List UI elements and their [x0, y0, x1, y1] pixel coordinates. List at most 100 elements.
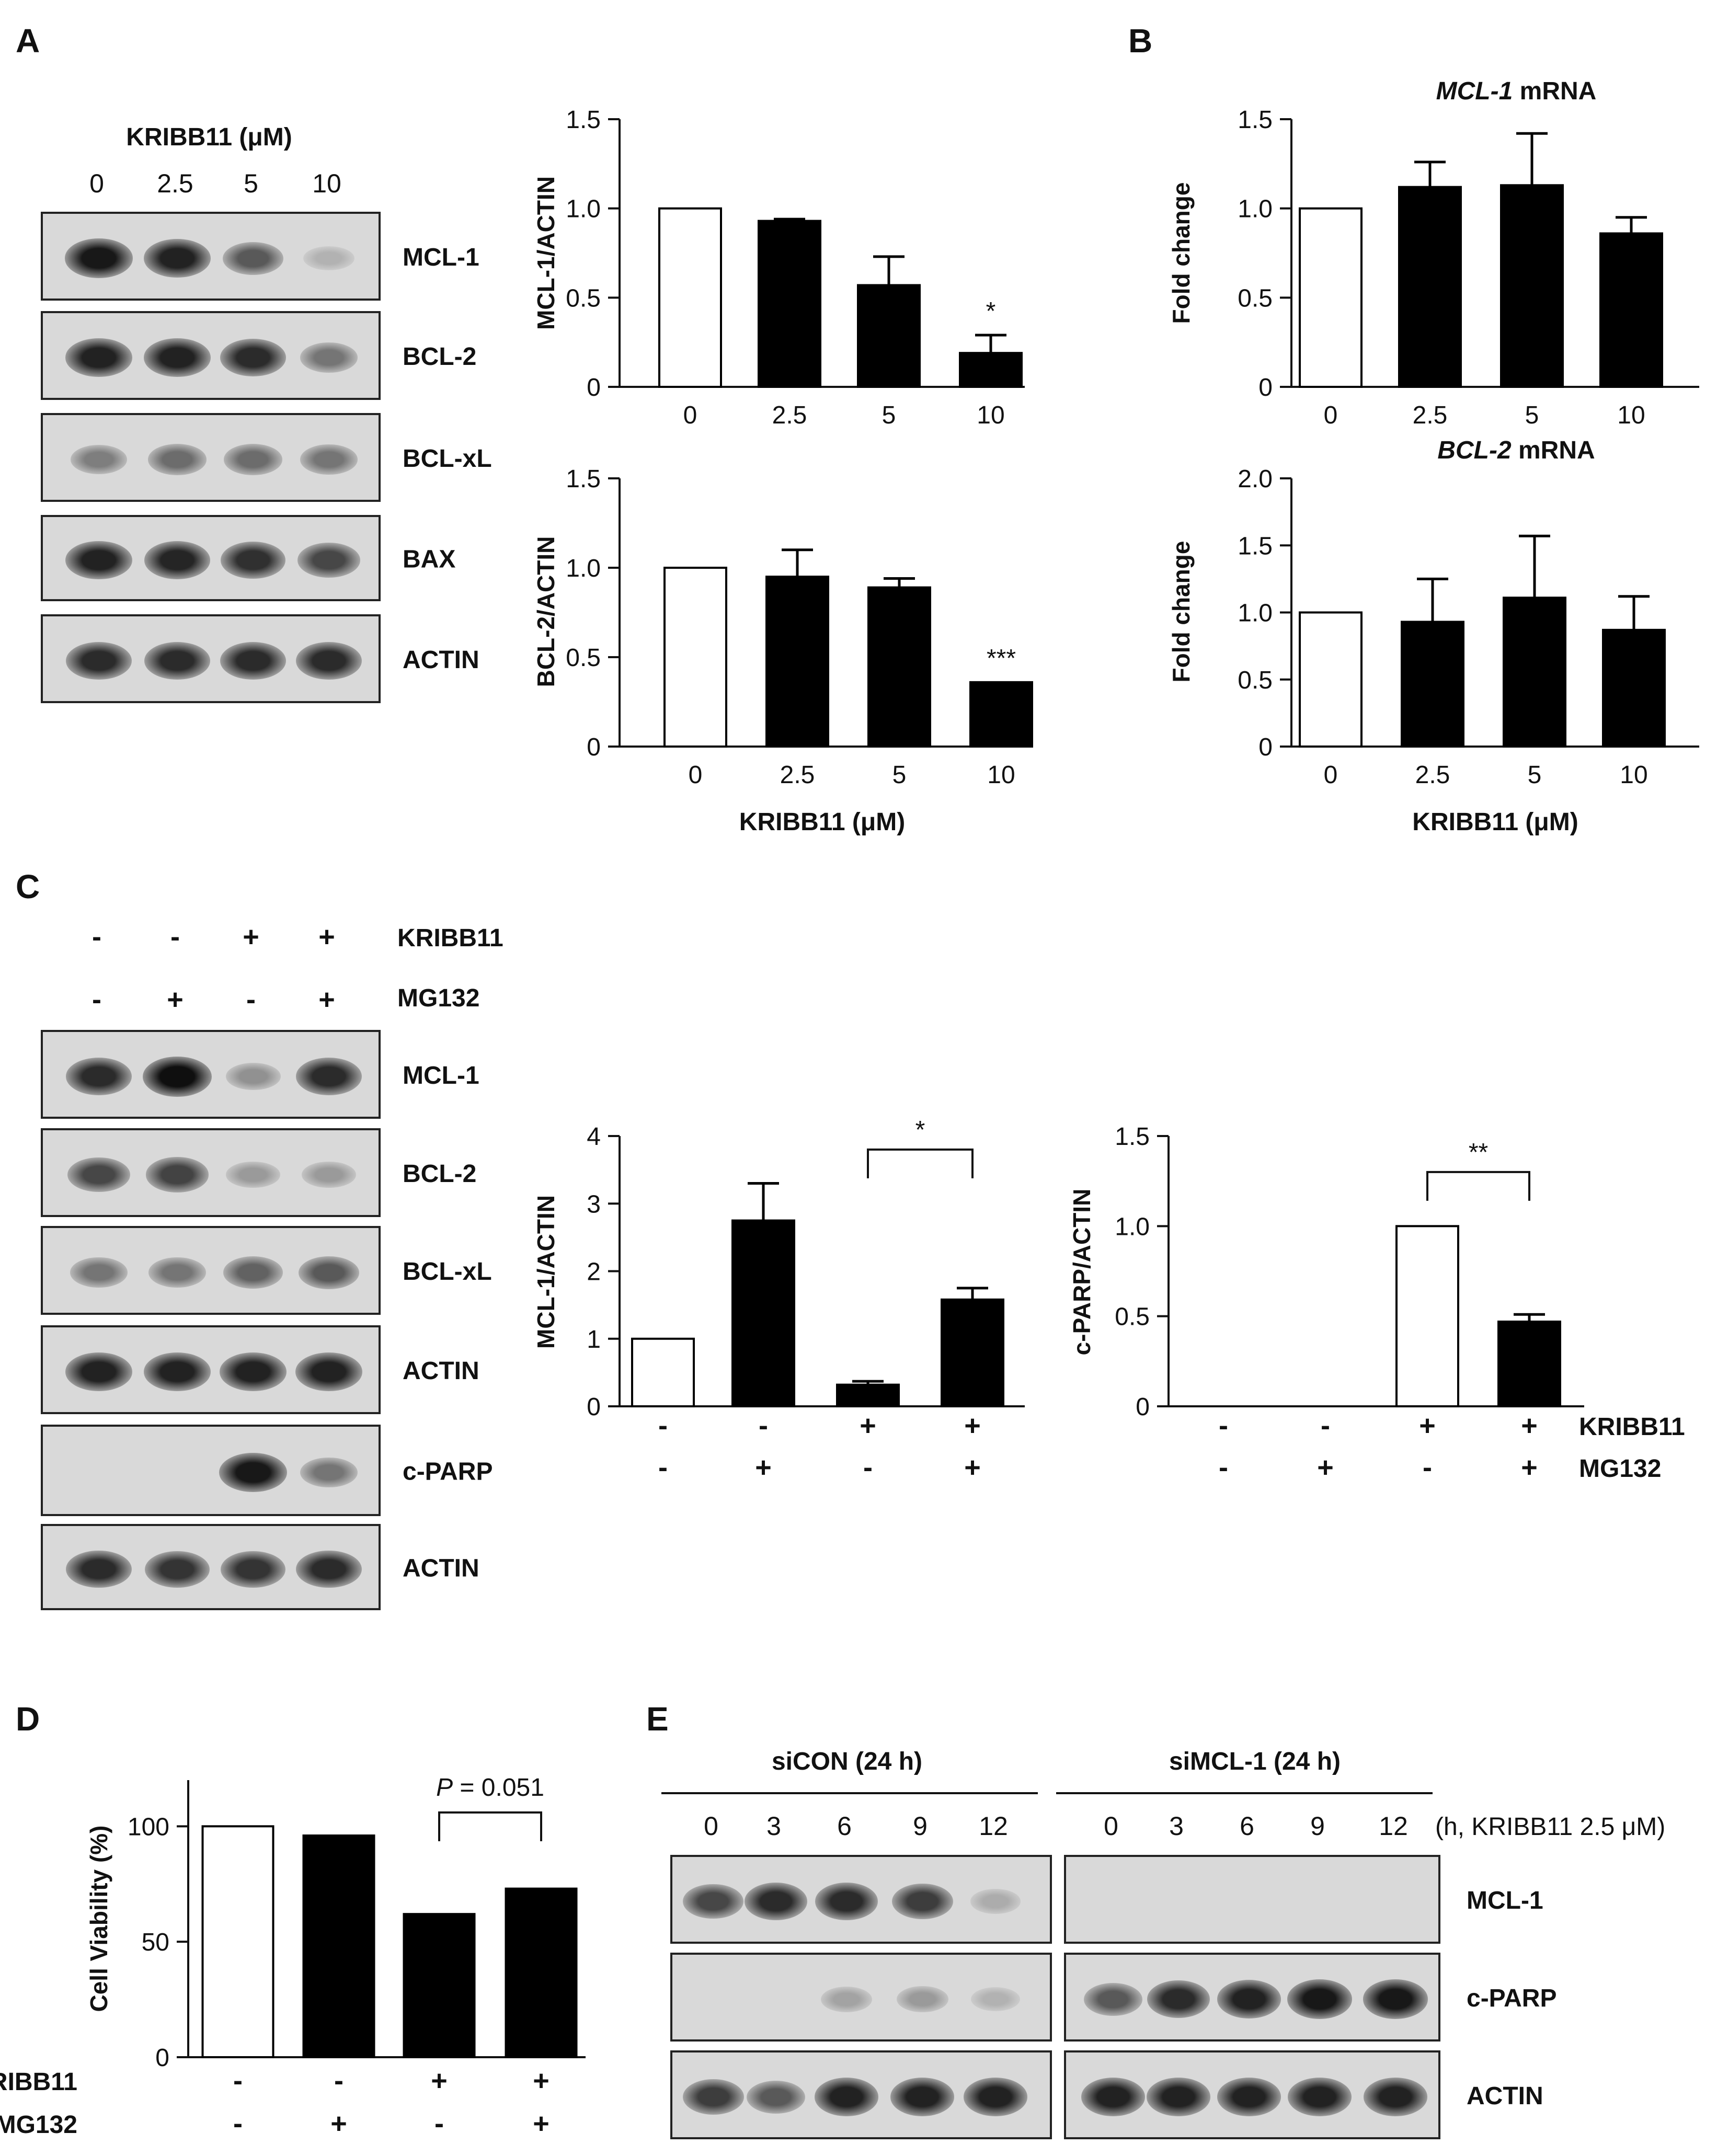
chart-C2: 0 0.5 1.0 1.5 c-PARP/ACTIN ** - - + + - + - + KRIBB11 M…	[1068, 1123, 1685, 1483]
p-value-label: P = 0.051	[436, 1774, 544, 1802]
x-tick-label: 2.5	[780, 761, 815, 789]
blot-band	[298, 1256, 360, 1289]
x-axis-title: KRIBB11 (μM)	[739, 808, 905, 836]
blot-band	[223, 1256, 283, 1289]
mg132-sign: +	[533, 2108, 550, 2139]
blot-bcl-2	[41, 311, 381, 400]
blot-protein-label: BAX	[403, 546, 455, 574]
significance-bracket	[1426, 1171, 1530, 1201]
blot-band	[144, 1352, 211, 1391]
lane-label: 6	[837, 1811, 852, 1841]
lane-label: 0	[89, 169, 104, 198]
y-axis-label: MCL-1/ACTIN	[532, 176, 559, 330]
mg132-sign: +	[964, 1452, 981, 1483]
blot-band	[148, 1257, 207, 1288]
mg132-sign: -	[1219, 1452, 1228, 1483]
panel-letter-E: E	[646, 1700, 669, 1738]
blot-band	[1081, 2078, 1146, 2116]
significance-mark: **	[1469, 1139, 1488, 1166]
y-tick-label: 0	[1258, 374, 1273, 402]
mg132-sign: +	[1317, 1452, 1334, 1483]
mg132-sign: -	[863, 1452, 873, 1483]
bar	[836, 1383, 900, 1407]
kribb11-sign: +	[964, 1410, 981, 1441]
y-tick-label: 0.5	[1238, 667, 1273, 694]
y-tick-label: 0.5	[566, 284, 601, 312]
y-tick-label: 0	[155, 2044, 169, 2072]
blot-actin-simcl1	[1064, 2050, 1440, 2139]
lane-label: 5	[244, 169, 258, 198]
blot-band	[143, 1056, 212, 1097]
blot-bcl-2	[41, 1128, 381, 1217]
blot-protein-label: MCL-1	[403, 1062, 479, 1090]
blot-band	[296, 1550, 362, 1588]
panel-letter-D: D	[16, 1700, 40, 1738]
y-tick-label: 0	[1258, 733, 1273, 761]
y-tick-label: 0	[1136, 1393, 1150, 1421]
mg132-sign: +	[318, 984, 335, 1015]
bar	[403, 1913, 476, 2059]
kribb11-sign: -	[334, 2065, 344, 2096]
chart-title: BCL-2 mRNA	[1437, 437, 1595, 464]
chart-title: MCL-1 mRNA	[1436, 77, 1597, 105]
x-tick-label: 5	[892, 761, 907, 789]
blot-band	[963, 2078, 1028, 2116]
y-tick-label: 4	[587, 1123, 601, 1151]
mg132-sign: -	[246, 984, 256, 1015]
blot-band	[891, 1883, 953, 1920]
blot-band	[296, 642, 362, 680]
y-tick-label: 2.0	[1238, 465, 1273, 493]
blot-band	[302, 1161, 356, 1188]
chart-A2: 0 0.5 1.0 1.5 BCL-2/ACTIN 0 2.5 5 10 KRIBB11 (μM)…	[532, 465, 1033, 836]
lane-label: 12	[979, 1811, 1008, 1841]
bar	[1299, 207, 1363, 388]
mg132-sign: -	[658, 1452, 668, 1483]
blot-c-parp	[41, 1425, 381, 1516]
blot-protein-label: MCL-1	[1467, 1887, 1543, 1914]
chart-B2: 0 0.5 1.0 1.5 2.0 Fold change 0 2.5 5 10 KRIBB11 (…	[1167, 437, 1699, 836]
kribb11-sign: +	[533, 2065, 550, 2096]
blot-actin	[41, 614, 381, 703]
chart-title-suffix: mRNA	[1513, 77, 1596, 105]
blot-band	[300, 444, 358, 475]
blot-protein-label: ACTIN	[403, 1357, 479, 1385]
y-tick-label: 0	[587, 374, 601, 402]
kribb11-sign: -	[1321, 1410, 1330, 1441]
blot-band	[683, 1884, 743, 1919]
panel-letter-A: A	[16, 22, 40, 60]
x-tick-label: 10	[977, 402, 1004, 429]
blot-bax	[41, 515, 381, 601]
lane-label: 3	[766, 1811, 781, 1841]
blot-group-label: siMCL-1 (24 h)	[1169, 1748, 1341, 1775]
blot-band	[744, 1883, 808, 1920]
y-tick-label: 1.5	[1238, 106, 1273, 134]
x-tick-label: 0	[689, 761, 703, 789]
bar	[1599, 232, 1663, 388]
blot-mcl-1	[41, 212, 381, 301]
treatment-row-label: MG132	[1579, 1455, 1661, 1483]
blot-band	[147, 444, 207, 475]
blot-band	[1287, 1979, 1353, 2019]
lane-label: 2.5	[157, 169, 193, 198]
mg132-sign: +	[755, 1452, 772, 1483]
x-tick-label: 2.5	[1413, 402, 1448, 429]
y-tick-label: 1.0	[1238, 600, 1273, 627]
kribb11-sign: +	[318, 921, 335, 953]
blot-band	[1146, 2078, 1211, 2116]
blot-band	[220, 542, 286, 579]
blot-band	[67, 1157, 130, 1192]
kribb11-sign: +	[860, 1410, 876, 1441]
blot-mcl-1	[41, 1030, 381, 1119]
kribb11-sign: +	[431, 2065, 448, 2096]
panel-letter-C: C	[16, 868, 40, 905]
x-tick-label: 5	[1525, 402, 1539, 429]
y-tick-label: 0.5	[1238, 284, 1273, 312]
blot-band	[70, 445, 128, 474]
significance-bracket	[438, 1811, 542, 1841]
lane-label: 12	[1379, 1811, 1408, 1841]
treatment-row-label: MG132	[397, 984, 479, 1012]
blot-band	[814, 2078, 879, 2116]
blot-band	[223, 444, 283, 475]
y-axis-label: MCL-1/ACTIN	[532, 1195, 559, 1349]
y-tick-label: 1	[587, 1326, 601, 1354]
